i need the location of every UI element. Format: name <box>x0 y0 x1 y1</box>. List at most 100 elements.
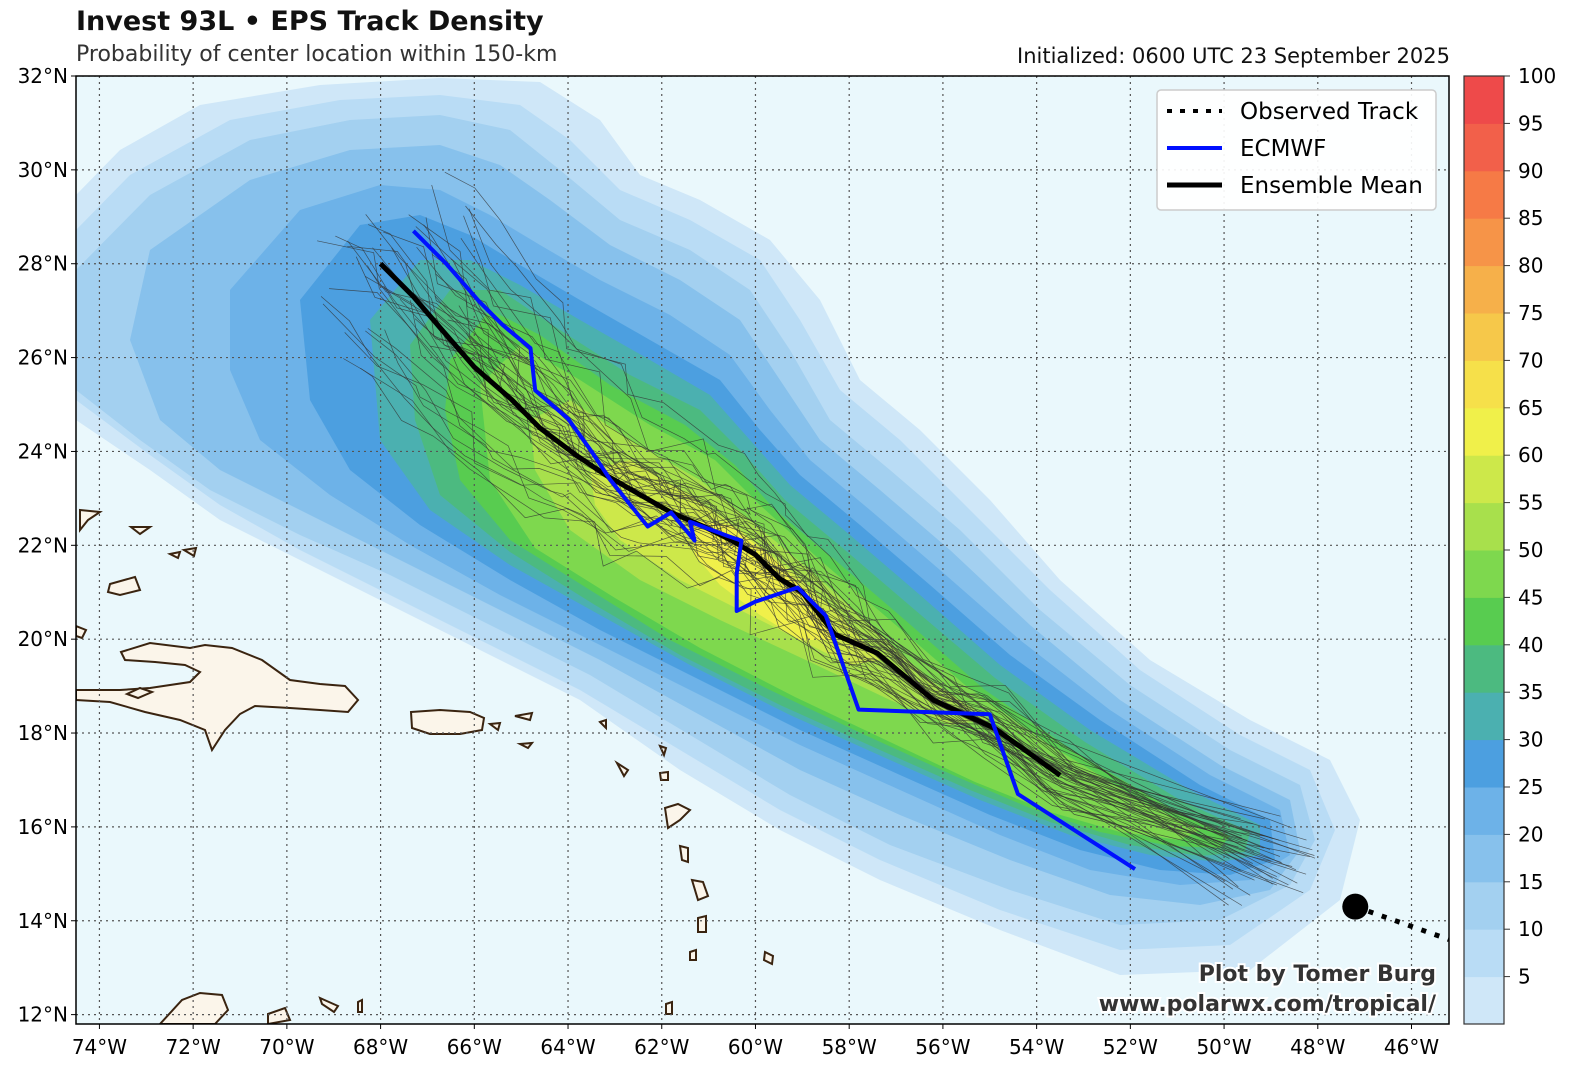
ensemble-member-track <box>364 275 1241 819</box>
colorbar-segment <box>1464 834 1504 883</box>
colorbar-label: 15 <box>1518 870 1543 894</box>
lon-tick-label: 50°W <box>1196 1035 1251 1059</box>
lon-tick-label: 56°W <box>915 1035 970 1059</box>
dominica <box>678 844 689 864</box>
colorbar-label: 55 <box>1518 491 1543 515</box>
colorbar-segment <box>1464 265 1504 314</box>
colorbar-segment <box>1464 597 1504 646</box>
lon-tick-label: 72°W <box>166 1035 221 1059</box>
colorbar-label: 20 <box>1518 822 1543 846</box>
guadeloupe <box>663 802 692 830</box>
colorbar-label: 5 <box>1518 965 1531 989</box>
colorbar-label: 90 <box>1518 159 1543 183</box>
ensemble-member-track <box>414 318 1315 856</box>
colorbar-label: 35 <box>1518 680 1543 704</box>
colorbar-label: 95 <box>1518 111 1543 135</box>
colorbar-label: 60 <box>1518 443 1543 467</box>
cuba-tip <box>76 624 88 640</box>
colorbar-segment <box>1464 787 1504 835</box>
ensemble-member-track <box>465 205 1228 836</box>
colorbar-segment <box>1464 360 1504 409</box>
ensemble-member-track <box>425 217 1273 839</box>
colorbar-segment <box>1464 692 1504 741</box>
colorbar-label: 80 <box>1518 254 1543 278</box>
lat-tick-label: 28°N <box>18 252 68 276</box>
colorbar-segment <box>1464 502 1504 551</box>
colorbar-label: 75 <box>1518 301 1543 325</box>
lon-tick-label: 74°W <box>72 1035 127 1059</box>
colorbar-labels: 100 95 90 85 80 75 70 65 60 55 50 45 40 35 30 25 20 15 10 5 <box>1504 64 1556 989</box>
leeward-1 <box>598 718 607 731</box>
colorbar-segment <box>1464 313 1504 361</box>
lon-tick-label: 48°W <box>1290 1035 1345 1059</box>
ensemble-member-track <box>444 171 1316 859</box>
lon-tick-label: 68°W <box>353 1035 408 1059</box>
colorbar-label: 50 <box>1518 538 1543 562</box>
lat-tick-label: 20°N <box>18 627 68 651</box>
legend-mean-label: Ensemble Mean <box>1240 173 1423 199</box>
legend: Observed Track ECMWF Ensemble Mean <box>1156 89 1437 211</box>
colorbar-label: 25 <box>1518 775 1543 799</box>
legend-box <box>1156 89 1437 211</box>
ensemble-member-track <box>343 358 1267 837</box>
colorbar-segment <box>1464 550 1504 598</box>
credit-url: www.polarwx.com/tropical/ <box>1099 992 1437 1017</box>
martinique <box>690 878 710 902</box>
legend-observed-label: Observed Track <box>1240 99 1419 125</box>
virgin-islands <box>487 711 535 750</box>
ensemble-member-track <box>415 226 1248 841</box>
puerto-rico <box>409 708 486 735</box>
lat-lon-grid <box>76 76 1449 1024</box>
credit-author: Plot by Tomer Burg <box>1199 962 1436 987</box>
lat-tick-label: 22°N <box>18 533 68 557</box>
lon-tick-label: 60°W <box>728 1035 783 1059</box>
ensemble-member-track <box>344 332 1298 884</box>
mayaguana <box>128 526 154 536</box>
colorbar-label: 85 <box>1518 206 1543 230</box>
ecmwf-track <box>411 229 1137 871</box>
lon-tick-label: 66°W <box>447 1035 502 1059</box>
ensemble-member-track <box>460 238 1271 850</box>
colorbar-segment <box>1464 407 1504 456</box>
lon-tick-label: 54°W <box>1009 1035 1064 1059</box>
lat-tick-label: 14°N <box>18 909 68 933</box>
initialized-time: Initialized: 0600 UTC 23 September 2025 <box>1017 44 1450 68</box>
ensemble-member-track <box>365 214 1273 879</box>
current-position-marker <box>1342 893 1369 920</box>
lat-tick-label: 30°N <box>18 158 68 182</box>
acklins <box>79 508 103 533</box>
colorbar-label: 100 <box>1518 64 1556 88</box>
map-frame <box>75 75 1450 1025</box>
colorbar-segment <box>1464 218 1504 267</box>
lat-tick-label: 24°N <box>18 439 68 463</box>
grenada <box>665 1000 673 1015</box>
lon-tick-label: 62°W <box>634 1035 689 1059</box>
colorbar-label: 30 <box>1518 728 1543 752</box>
ensemble-member-track <box>355 256 1264 849</box>
gonave-island <box>124 686 155 700</box>
lon-tick-label: 64°W <box>540 1035 595 1059</box>
map-title: Invest 93L • EPS Track Density <box>76 6 544 37</box>
land-masses <box>76 508 775 1024</box>
colorbar-segment <box>1464 739 1504 788</box>
ensemble-member-track <box>407 288 1304 894</box>
great-inagua <box>106 575 142 597</box>
colorbar-label: 70 <box>1518 348 1543 372</box>
lat-tick-label: 26°N <box>18 346 68 370</box>
aruba-curacao <box>267 996 363 1024</box>
colorbar-segment <box>1464 881 1504 930</box>
lat-tick-label: 32°N <box>18 64 68 88</box>
colorbar-segment <box>1464 170 1504 219</box>
map-subtitle: Probability of center location within 15… <box>76 42 558 67</box>
colorbar-segment <box>1464 455 1504 504</box>
observed-track-line <box>1354 904 1449 942</box>
lon-tick-label: 70°W <box>259 1035 314 1059</box>
caicos <box>166 546 198 560</box>
leeward-2 <box>614 760 630 778</box>
ensemble-member-track <box>372 247 1273 885</box>
colorbar-segment <box>1464 123 1504 172</box>
lon-tick-label: 58°W <box>822 1035 877 1059</box>
longitude-labels: 74°W 72°W 70°W 68°W 66°W 64°W 62°W 60°W 58°W 56°W… <box>72 1024 1439 1059</box>
colorbar-label: 45 <box>1518 585 1543 609</box>
